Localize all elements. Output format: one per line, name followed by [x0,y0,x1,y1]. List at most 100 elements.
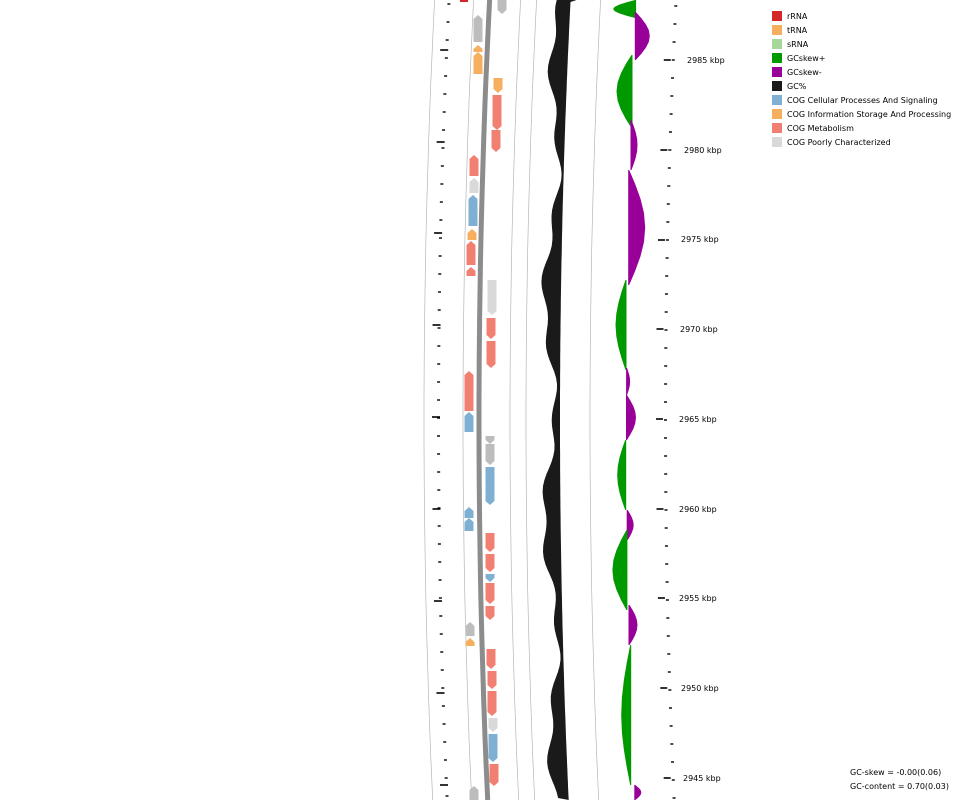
cog-information-feature [473,52,483,74]
scale-label-2965: 2965 kbp [679,415,717,424]
scale-label-2975: 2975 kbp [681,235,719,244]
legend-swatch [772,11,782,21]
legend-swatch [772,53,782,63]
legend-swatch [772,39,782,49]
unassigned-feature [497,0,507,14]
feature-guide-line-left [462,0,474,800]
cog-metabolism-feature [466,241,476,265]
cog-information-feature [473,45,483,52]
legend-item-cog-poorly: COG Poorly Characterized [772,135,951,149]
cog-cellular-feature [464,507,474,518]
cog-metabolism-feature [487,691,497,716]
cog-metabolism-feature [489,764,499,786]
legend-swatch [772,137,782,147]
cog-cellular-feature [468,195,478,226]
rrna-feature [460,0,468,2]
cog-metabolism-feature [485,533,495,552]
backbone-track [476,0,493,800]
legend-label: COG Poorly Characterized [787,137,891,147]
legend-label: rRNA [787,11,808,21]
gc-skew-positive [621,645,632,785]
gc-skew-negative [628,170,646,285]
cog-metabolism-feature [485,583,495,604]
outer-ticks [432,3,451,797]
legend-item-gcskew-pos: GCskew+ [772,51,951,65]
gc-stats: GC-skew = -0.00(0.06) GC-content = 0.70(… [850,766,949,794]
cog-metabolism-feature [487,671,497,689]
unassigned-feature [469,786,479,800]
gc-skew-positive [616,55,633,128]
legend-label: COG Cellular Processes And Signaling [787,95,938,105]
gc-skew-track [612,0,650,800]
cog-information-feature [465,638,475,646]
scale-ticks [656,5,678,799]
cog-poorly-characterized-feature [487,280,497,315]
gc-skew-negative [630,120,638,170]
cog-poorly-characterized-feature [488,718,498,732]
gc-skew-positive [612,530,628,610]
scale-label-2985: 2985 kbp [687,56,725,65]
gc-guide-line-left [525,0,537,800]
legend-item-trna: tRNA [772,23,951,37]
scale-label-2955: 2955 kbp [679,594,717,603]
unassigned-feature [485,444,495,465]
cog-cellular-feature [464,518,474,531]
cog-cellular-feature [485,467,495,505]
legend-label: COG Information Storage And Processing [787,109,952,119]
feature-guide-line-right [509,0,521,800]
scale-label-2950: 2950 kbp [681,684,719,693]
outer-guide-line [423,0,435,800]
cog-metabolism-feature [485,554,495,572]
legend-label: sRNA [787,39,809,49]
scale-label-2960: 2960 kbp [679,505,717,514]
legend-swatch [772,95,782,105]
gc-skew-stat: GC-skew = -0.00(0.06) [850,768,942,777]
unassigned-feature [465,622,475,636]
legend-label: GCskew+ [787,53,826,63]
cog-metabolism-feature [469,155,479,176]
cog-information-feature [493,78,503,93]
scale-labels: 2985 kbp 2980 kbp 2975 kbp 2970 kbp 2965… [679,56,725,783]
legend-item-rrna: rRNA [772,9,951,23]
legend-swatch [772,25,782,35]
scale-label-2945: 2945 kbp [683,774,721,783]
cog-metabolism-feature [491,130,501,152]
guide-lines [423,0,601,800]
legend-swatch [772,67,782,77]
gc-skew-negative [626,510,634,540]
cog-poorly-characterized-feature [469,178,479,193]
cog-metabolism-feature [466,267,476,276]
legend-swatch [772,81,782,91]
cog-information-feature [467,229,477,240]
gc-content-track [541,0,577,800]
gc-skew-negative [626,368,631,395]
cog-metabolism-feature [486,318,496,339]
gc-skew-negative [634,785,642,800]
legend-swatch [772,109,782,119]
gc-content-profile [541,0,577,800]
gc-skew-positive [613,0,637,18]
legend-label: GCskew- [787,67,822,77]
legend-item-gc-percent: GC% [772,79,951,93]
legend-label: GC% [787,81,807,91]
gc-skew-negative [628,605,638,645]
cog-metabolism-feature [486,341,496,368]
backbone-strand-line [476,0,493,800]
gc-skew-positive [615,280,627,370]
legend-item-cog-information: COG Information Storage And Processing [772,107,951,121]
gc-skew-negative [626,395,636,440]
legend-item-gcskew-neg: GCskew- [772,65,951,79]
scale-label-2980: 2980 kbp [684,146,722,155]
gc-content-stat: GC-content = 0.70(0.03) [850,782,949,791]
legend-item-srna: sRNA [772,37,951,51]
legend-swatch [772,123,782,133]
unassigned-feature [485,436,495,444]
cog-metabolism-feature [485,606,495,620]
cog-metabolism-feature [486,649,496,669]
cog-metabolism-feature [492,95,502,130]
gc-skew-positive [617,440,627,510]
legend-item-cog-metabolism: COG Metabolism [772,121,951,135]
cog-cellular-feature [488,734,498,762]
legend-item-cog-cellular: COG Cellular Processes And Signaling [772,93,951,107]
